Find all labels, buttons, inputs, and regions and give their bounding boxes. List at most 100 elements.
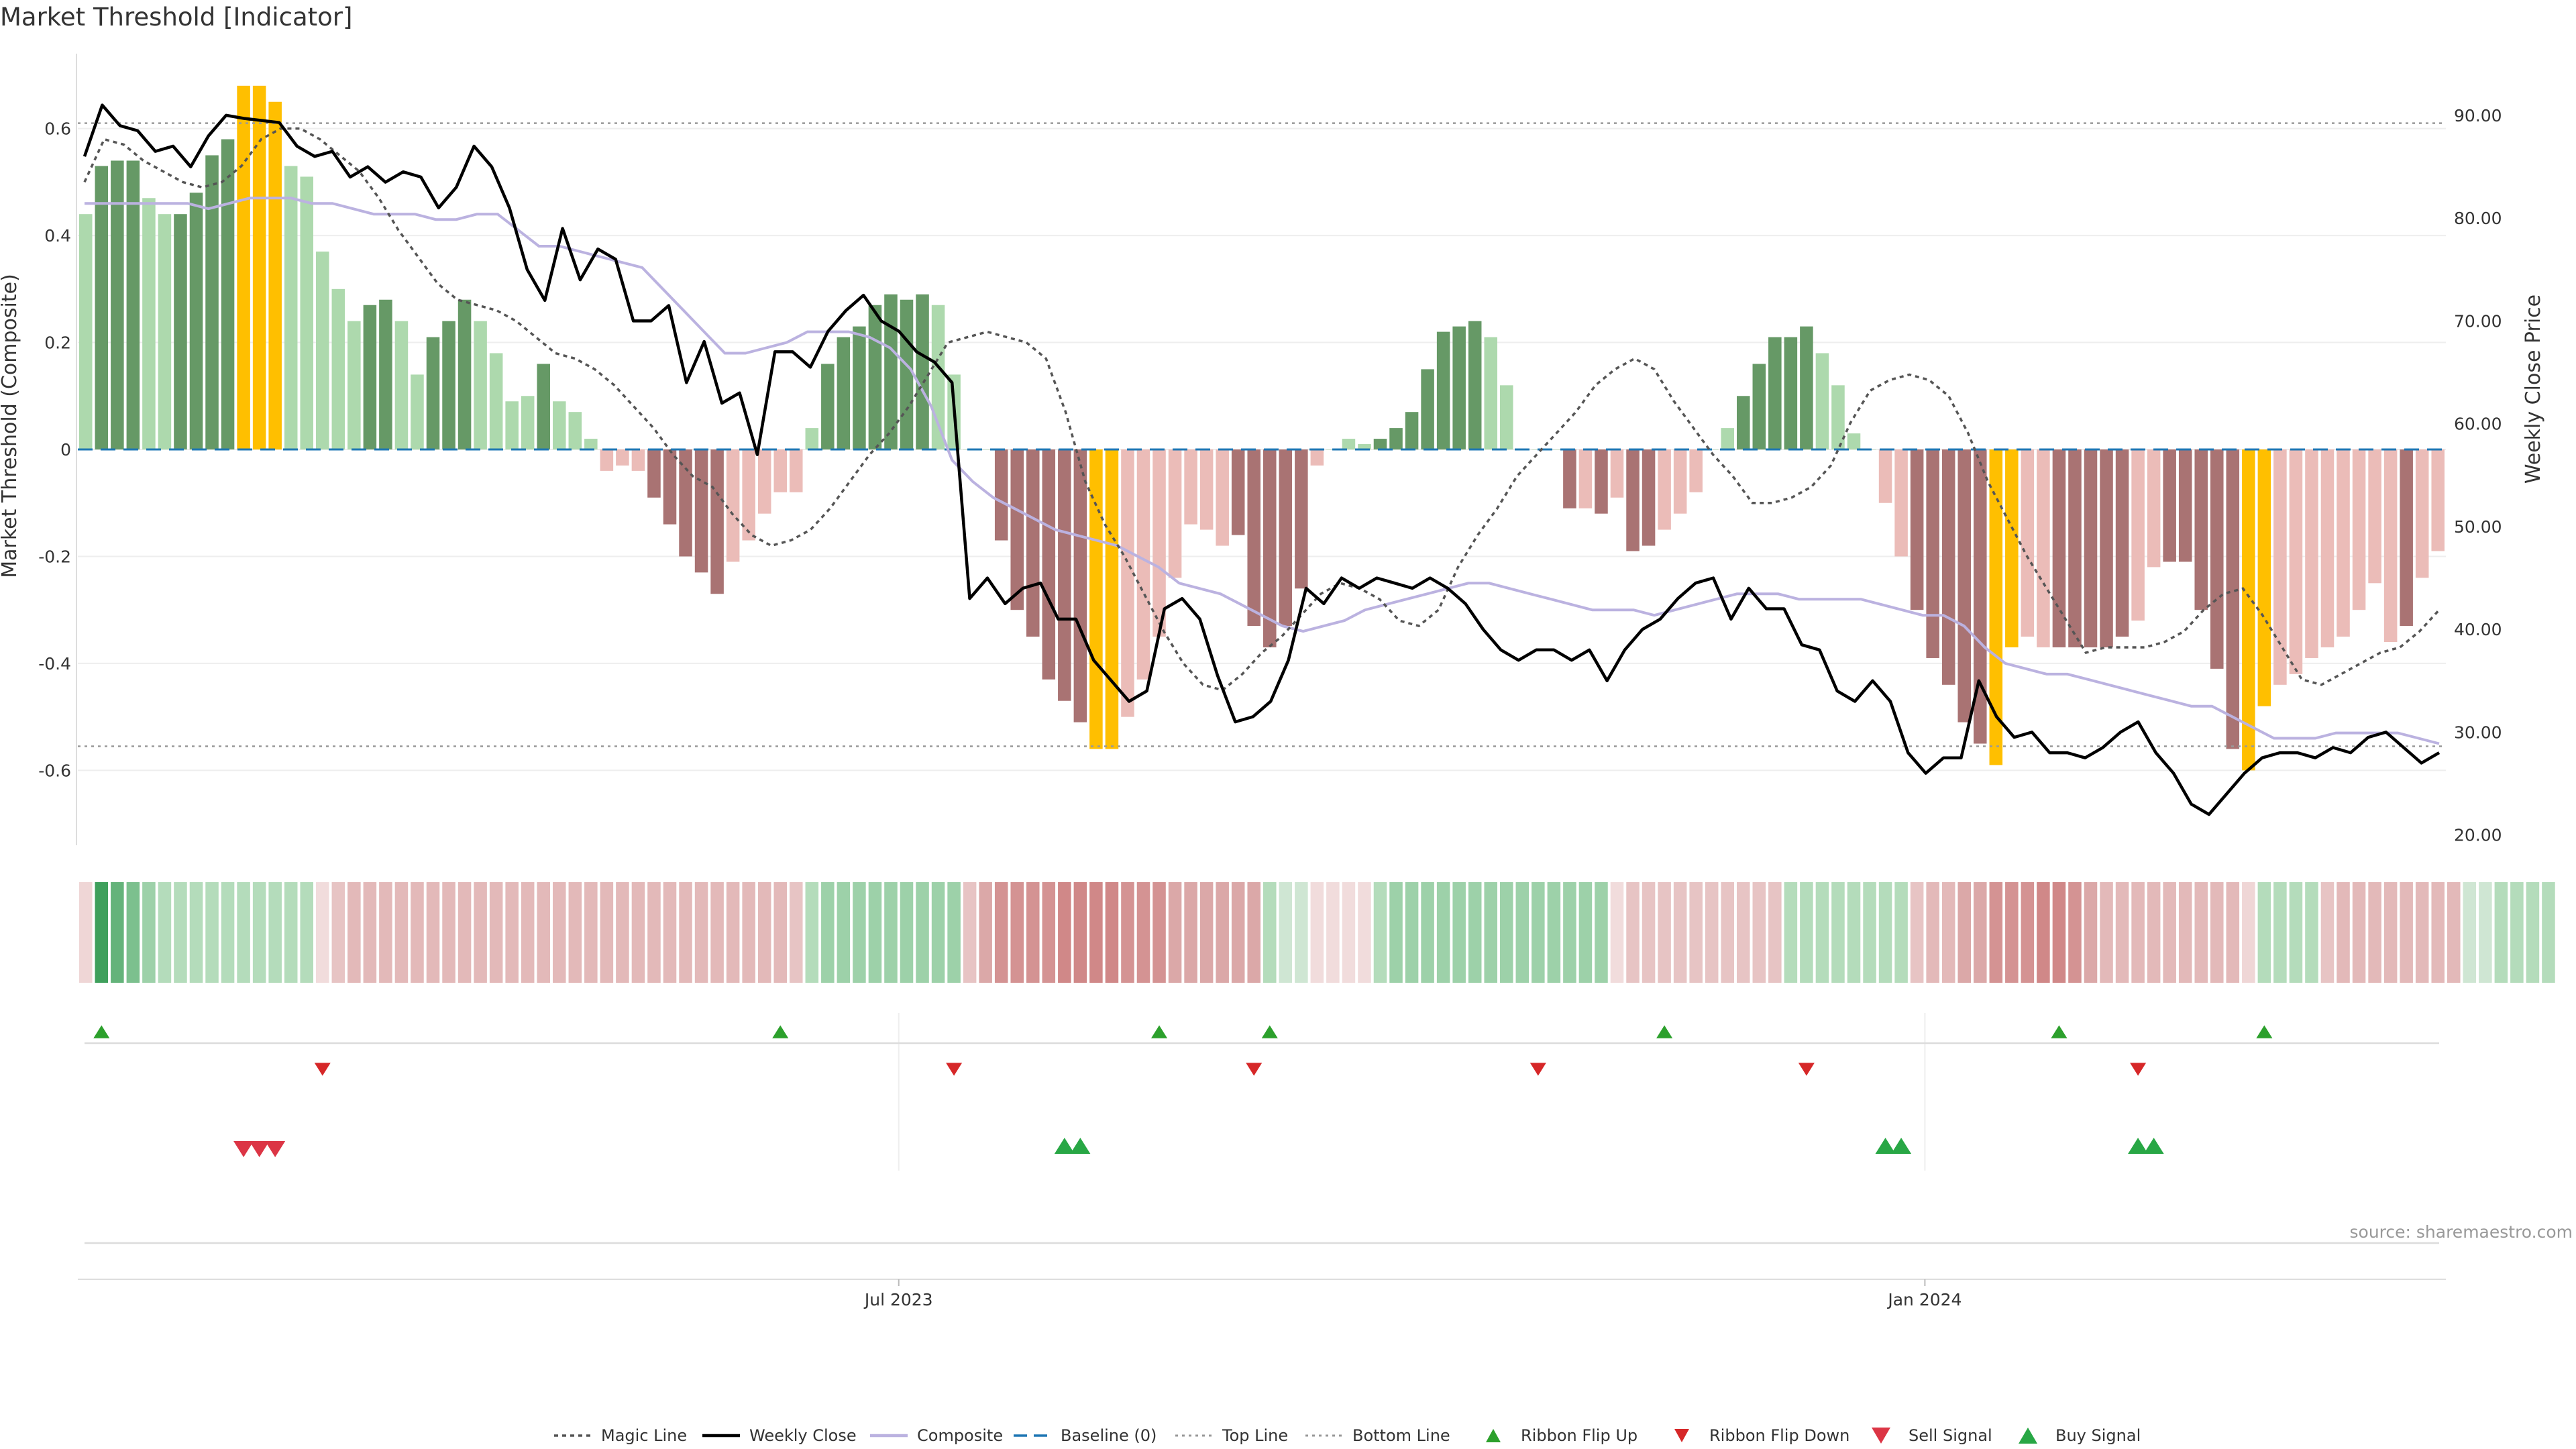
ribbon-flip-up-marker <box>2256 1025 2273 1038</box>
heatmap-cell <box>95 882 109 983</box>
composite-bar <box>2194 449 2208 610</box>
composite-bar <box>790 449 803 492</box>
composite-bar <box>1484 337 1497 449</box>
composite-bar <box>2400 449 2413 627</box>
legend-swatch <box>1674 1429 1689 1442</box>
composite-bar <box>237 85 250 450</box>
heatmap-cell <box>1752 882 1766 983</box>
composite-bar <box>1957 449 1971 722</box>
heatmap-cell <box>1089 882 1103 983</box>
composite-bar <box>205 155 219 449</box>
composite-bar <box>331 288 345 449</box>
composite-bar <box>1737 396 1750 449</box>
heatmap-cell <box>1405 882 1419 983</box>
composite-bar <box>2115 449 2129 637</box>
composite-bar <box>1295 449 1308 589</box>
composite-bar <box>710 449 724 594</box>
composite-bar <box>379 299 392 449</box>
heatmap-cell <box>1863 882 1876 983</box>
composite-bar <box>142 198 156 449</box>
heatmap-cell <box>2163 882 2176 983</box>
composite-bar <box>2178 449 2192 562</box>
right-tick-label: 40.00 <box>2454 620 2502 639</box>
composite-bar <box>1389 428 1403 449</box>
composite-bar <box>1089 449 1103 749</box>
legend-item: Ribbon Flip Up <box>1486 1426 1638 1445</box>
composite-bar <box>474 321 487 449</box>
heatmap-cell <box>1421 882 1434 983</box>
composite-bar <box>300 176 313 449</box>
composite-bar <box>1642 449 1656 546</box>
left-tick-label: 0 <box>60 440 71 460</box>
ribbon-flip-up-marker <box>2051 1025 2068 1038</box>
heatmap-cell <box>726 882 740 983</box>
composite-bar <box>757 449 771 514</box>
heatmap-cell <box>2383 882 2398 983</box>
ribbon-flip-up-marker <box>93 1025 110 1038</box>
composite-bar <box>2037 449 2050 647</box>
composite-bar <box>2226 449 2240 749</box>
legend-item: Weekly Close <box>702 1426 857 1445</box>
heatmap-cell <box>2273 882 2287 983</box>
heatmap-cell <box>2210 882 2224 983</box>
legend: Magic Line Weekly Close Composite Baseline … <box>554 1426 2141 1445</box>
composite-bar <box>2100 449 2113 647</box>
legend-swatch <box>2019 1428 2037 1444</box>
composite-bar <box>1342 439 1356 449</box>
heatmap-cell <box>174 882 187 983</box>
heatmap-cell <box>300 882 313 983</box>
heatmap-cell <box>1231 882 1245 983</box>
heatmap-cell <box>679 882 692 983</box>
heatmap-cell <box>316 882 329 983</box>
grid-lines <box>78 127 2446 1171</box>
heatmap-cell <box>1705 882 1719 983</box>
heatmap-cell <box>1815 882 1829 983</box>
composite-bar <box>1926 449 1939 658</box>
composite-bar <box>316 252 329 449</box>
heatmap-cell <box>821 882 835 983</box>
composite-bar <box>252 85 266 450</box>
composite-bar <box>1184 449 1197 525</box>
heatmap-cell <box>1563 882 1576 983</box>
heatmap-cell <box>394 882 409 983</box>
sell-signal-marker <box>249 1141 270 1157</box>
buy-signal-marker <box>2128 1138 2149 1154</box>
composite-bar <box>1831 385 1845 449</box>
composite-bar <box>1800 326 1813 449</box>
composite-bar <box>2352 449 2366 610</box>
left-tick-label: -0.6 <box>38 761 71 780</box>
composite-bar <box>821 364 835 449</box>
composite-bar <box>2289 449 2303 674</box>
heatmap-cell <box>2400 882 2413 983</box>
heatmap-cell <box>600 882 614 983</box>
heatmap-cell <box>1926 882 1939 983</box>
heatmap-cell <box>2100 882 2113 983</box>
composite-bar <box>1815 353 1829 449</box>
legend-swatch <box>1486 1429 1501 1442</box>
heatmap-cell <box>1058 882 1071 983</box>
heatmap-cell <box>553 882 566 983</box>
heatmap-cell <box>994 882 1008 983</box>
composite-bar <box>1578 449 1593 508</box>
composite-bar <box>1373 439 1387 449</box>
composite-bar <box>2415 449 2429 578</box>
composite-bar <box>521 396 535 449</box>
heatmap-cell <box>1342 882 1356 983</box>
composite-bar <box>394 321 409 449</box>
composite-bar <box>647 449 661 498</box>
heatmap-cell <box>868 882 882 983</box>
heatmap-cell <box>931 882 945 983</box>
heatmap-cell <box>1689 882 1703 983</box>
right-tick-label: 80.00 <box>2454 209 2502 228</box>
right-axis-title: Weekly Close Price <box>2522 294 2545 484</box>
composite-bar <box>2210 449 2224 669</box>
composite-bar <box>221 139 235 449</box>
right-tick-label: 60.00 <box>2454 415 2502 434</box>
heatmap-cell <box>1326 882 1340 983</box>
heatmap-cell <box>1373 882 1387 983</box>
composite-bar <box>458 299 472 449</box>
heatmap-cell <box>142 882 156 983</box>
heatmap-cell <box>647 882 661 983</box>
heatmap-cell <box>2320 882 2334 983</box>
